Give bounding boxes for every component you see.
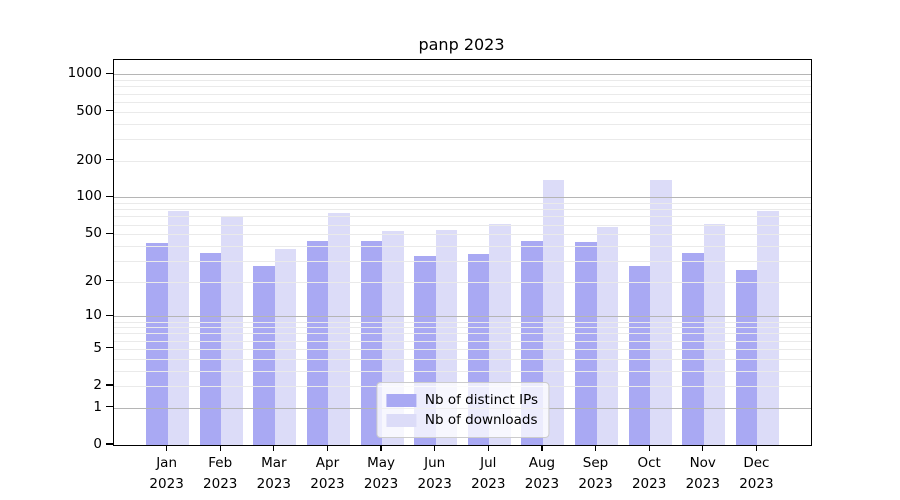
y-tick-mark	[106, 406, 113, 408]
y-tick-label: 50	[84, 225, 102, 242]
y-tick-mark	[106, 232, 113, 234]
x-tick-mark	[273, 445, 275, 451]
minor-gridline	[114, 327, 811, 329]
x-tick-label-aug: Aug 2023	[524, 455, 560, 492]
major-gridline	[114, 316, 811, 318]
x-tick-mark	[326, 445, 329, 451]
y-tick-label: 500	[76, 102, 102, 119]
bar-downloads-sep	[596, 227, 619, 445]
x-tick-label-jun: Jun 2023	[417, 455, 452, 492]
bar-downloads-oct	[650, 179, 672, 445]
x-tick-label-feb: Feb 2023	[203, 455, 238, 492]
x-tick-mark	[594, 445, 597, 451]
legend-item: Nb of distinct IPs	[385, 390, 539, 410]
minor-gridline	[114, 203, 811, 205]
minor-gridline	[114, 123, 811, 125]
minor-gridline	[114, 86, 811, 88]
y-tick-label: 20	[84, 272, 102, 289]
bar-ips-jan	[146, 243, 168, 445]
minor-gridline	[114, 160, 811, 162]
y-tick-label: 0	[93, 436, 102, 452]
minor-gridline	[114, 348, 811, 350]
minor-gridline	[114, 370, 811, 372]
minor-gridline	[114, 340, 811, 342]
y-tick-mark	[106, 72, 113, 75]
y-tick-label: 5	[93, 339, 102, 356]
x-tick-label-oct: Oct 2023	[631, 455, 667, 492]
y-tick-label: 1000	[67, 65, 102, 82]
y-tick-mark	[106, 280, 113, 282]
minor-gridline	[114, 281, 811, 283]
x-tick-label-may: May 2023	[363, 455, 399, 492]
minor-gridline	[114, 216, 811, 218]
major-gridline	[114, 74, 811, 76]
bar-downloads-mar	[274, 248, 297, 445]
minor-gridline	[114, 138, 811, 140]
minor-gridline	[114, 101, 811, 103]
minor-gridline	[114, 224, 811, 226]
major-gridline	[114, 197, 811, 199]
x-tick-label-mar: Mar 2023	[256, 455, 292, 492]
x-tick-label-nov: Nov 2023	[685, 455, 720, 492]
legend: Nb of distinct IPs Nb of downloads	[375, 382, 550, 438]
x-tick-mark	[219, 445, 221, 451]
x-tick-mark	[541, 445, 543, 451]
y-tick-mark	[106, 314, 113, 316]
x-tick-label-sep: Sep 2023	[578, 455, 613, 492]
x-tick-label-apr: Apr 2023	[310, 455, 345, 492]
bar-downloads-apr	[328, 213, 350, 445]
x-tick-mark	[434, 445, 436, 451]
minor-gridline	[114, 358, 811, 360]
legend-items: Nb of distinct IPs Nb of downloads	[385, 390, 539, 430]
minor-gridline	[114, 333, 811, 335]
x-tick-label-dec: Dec 2023	[739, 455, 774, 492]
y-tick-mark	[106, 443, 113, 445]
x-tick-mark	[648, 445, 650, 451]
y-tick-label: 10	[84, 307, 102, 324]
minor-gridline	[114, 93, 811, 95]
y-tick-label: 100	[76, 188, 102, 205]
y-tick-mark	[106, 195, 113, 198]
y-tick-mark	[106, 158, 113, 161]
x-tick-mark	[166, 445, 168, 451]
y-tick-mark	[106, 384, 113, 386]
legend-item: Nb of downloads	[385, 410, 538, 430]
bar-ips-dec	[735, 270, 758, 445]
legend-item-label: Nb of downloads	[424, 412, 538, 428]
legend-swatch-icon	[385, 413, 416, 427]
bar-ips-sep	[575, 242, 597, 445]
y-tick-mark	[106, 347, 113, 349]
minor-gridline	[114, 111, 811, 113]
legend-item-label: Nb of distinct IPs	[424, 392, 539, 408]
bar-downloads-feb	[221, 216, 243, 445]
x-tick-label-jan: Jan 2023	[149, 455, 184, 492]
bar-ips-mar	[253, 266, 275, 445]
minor-gridline	[114, 260, 811, 262]
plot-area: Nb of distinct IPs Nb of downloads	[113, 59, 812, 446]
bar-ips-apr	[306, 240, 329, 445]
y-tick-label: 2	[93, 377, 102, 394]
minor-gridline	[114, 209, 811, 211]
y-tick-label: 1	[93, 398, 102, 415]
x-tick-mark	[702, 445, 704, 451]
x-tick-mark	[755, 445, 757, 451]
x-tick-mark	[380, 445, 382, 451]
minor-gridline	[114, 234, 811, 236]
chart-title: panp 2023	[418, 35, 505, 54]
x-tick-mark	[487, 445, 489, 451]
y-tick-mark	[106, 109, 113, 112]
legend-swatch-icon	[385, 393, 416, 407]
x-tick-label-jul: Jul 2023	[471, 455, 506, 492]
minor-gridline	[114, 245, 811, 247]
minor-gridline	[114, 321, 811, 323]
bar-ips-oct	[628, 266, 651, 445]
minor-gridline	[114, 80, 811, 82]
y-tick-label: 200	[76, 151, 102, 168]
